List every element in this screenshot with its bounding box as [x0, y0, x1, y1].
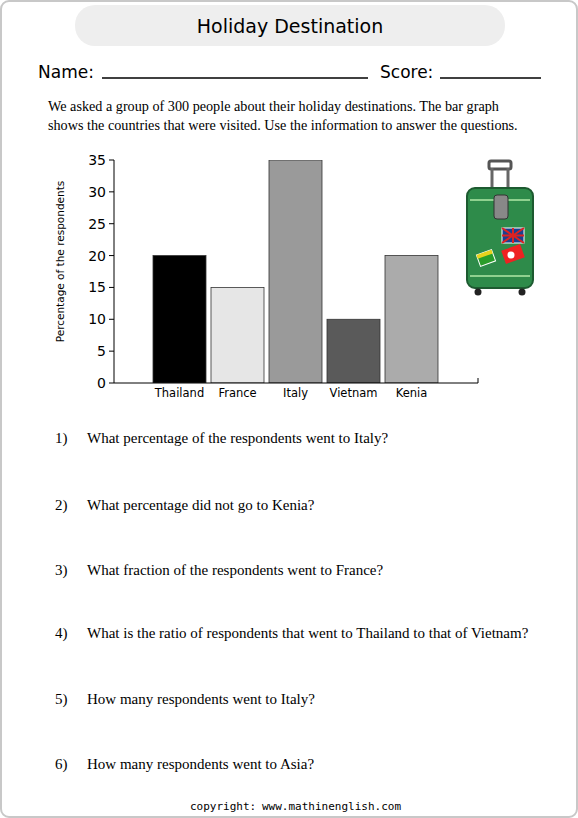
sticker: [502, 228, 524, 243]
question-text: What fraction of the respondents went to…: [87, 562, 383, 578]
bar: [153, 256, 206, 383]
y-tick: [109, 287, 114, 288]
x-tick-label: Vietnam: [330, 386, 378, 400]
bar: [211, 287, 264, 383]
y-tick-label: 10: [88, 311, 106, 327]
page-border: [1, 1, 577, 817]
question-number: 4): [55, 625, 68, 642]
question-number: 2): [55, 497, 68, 514]
copyright-url: www.mathinenglish.com: [262, 800, 401, 813]
title: Holiday Destination: [197, 15, 383, 37]
y-tick: [109, 351, 114, 352]
question-text: What is the ratio of respondents that we…: [87, 625, 529, 641]
y-tick: [109, 319, 114, 320]
question-number: 3): [55, 562, 68, 579]
y-tick-label: 15: [88, 279, 106, 295]
sticker: [501, 244, 525, 264]
sticker: [502, 228, 524, 243]
y-tick-label: 30: [88, 184, 106, 200]
suitcase-wheel: [519, 289, 526, 296]
x-tick-label: Thailand: [154, 386, 204, 400]
bar: [269, 160, 322, 383]
bars: [153, 160, 438, 383]
suitcase-icon: [467, 161, 533, 296]
sticker: [508, 252, 515, 259]
suitcase-stripe: [470, 275, 530, 277]
title-box: [75, 5, 505, 46]
x-axis: [114, 383, 478, 384]
y-tick: [109, 255, 114, 256]
name-line: [102, 77, 368, 79]
question-number: 1): [55, 430, 68, 447]
question-text: What percentage did not go to Kenia?: [87, 497, 315, 513]
y-axis: [114, 160, 115, 383]
suitcase-wheel: [475, 289, 482, 296]
y-tick: [109, 383, 114, 384]
suitcase-body: [467, 188, 533, 288]
suitcase-tag: [494, 195, 508, 219]
question-number: 6): [55, 756, 68, 773]
bar-chart: 0 5 10 15 20 25 30 35 Thailand France Italy Vietnam…: [54, 152, 478, 400]
y-axis-label: Percentage of the respondents: [54, 181, 66, 343]
y-tick: [109, 160, 114, 161]
question-text: What percentage of the respondents went …: [87, 430, 388, 446]
suitcase-handle: [507, 168, 510, 190]
y-tick: [109, 223, 114, 224]
y-tick-label: 20: [88, 248, 106, 264]
intro-line: shows the countries that were visited. U…: [48, 117, 518, 133]
sticker: [476, 250, 492, 259]
bar: [385, 256, 438, 383]
suitcase-handle: [489, 161, 511, 169]
suitcase-handle: [491, 168, 494, 190]
question-text: How many respondents went to Italy?: [87, 691, 315, 707]
x-axis-end: [478, 378, 479, 383]
question-text: How many respondents went to Asia?: [87, 756, 314, 772]
question-number: 5): [55, 691, 68, 708]
sticker: [476, 250, 495, 267]
score-line: [440, 77, 541, 79]
y-tick-label: 0: [97, 375, 106, 391]
bar: [327, 319, 380, 383]
name-label: Name:: [38, 62, 94, 82]
x-tick-label: Kenia: [396, 386, 428, 400]
intro-line: We asked a group of 300 people about the…: [48, 98, 499, 114]
x-tick-label: France: [218, 386, 256, 400]
y-tick-label: 35: [88, 152, 106, 168]
y-tick-label: 25: [88, 216, 106, 232]
page: Holiday Destination Name: Score: We asked a…: [0, 0, 578, 818]
y-tick: [109, 191, 114, 192]
copyright-label: copyright:: [190, 800, 256, 813]
y-tick-label: 5: [97, 343, 106, 359]
score-label: Score:: [380, 62, 433, 82]
x-tick-label: Italy: [283, 386, 308, 400]
